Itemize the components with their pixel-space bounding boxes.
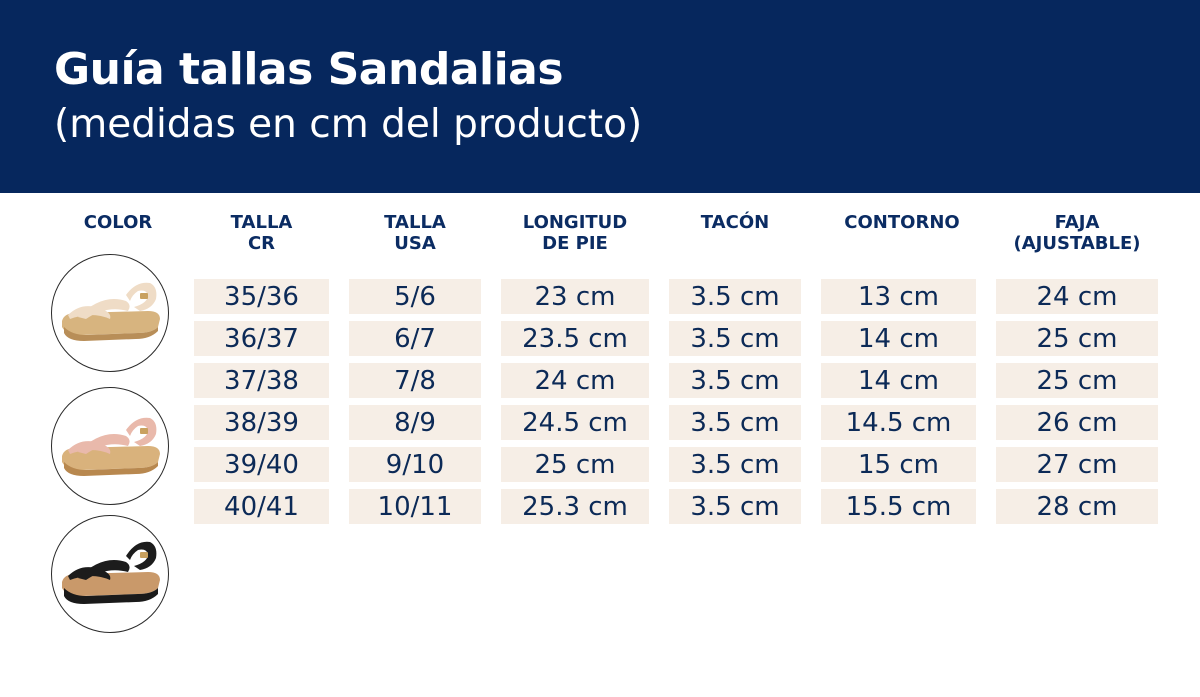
cell-tacon: 3.5 cm [669, 447, 801, 482]
cell-talla-usa: 7/8 [349, 363, 481, 398]
cell-tacon: 3.5 cm [669, 405, 801, 440]
column-header-talla-cr: TALLA CR [230, 212, 293, 254]
column-header-faja-ajustable: FAJA (AJUSTABLE) [1013, 212, 1141, 254]
cell-talla-cr: 38/39 [194, 405, 329, 440]
cell-contorno: 14 cm [821, 321, 976, 356]
cell-faja: 25 cm [996, 321, 1158, 356]
cell-talla-usa: 9/10 [349, 447, 481, 482]
page-subtitle: (medidas en cm del producto) [54, 102, 643, 147]
cell-tacon: 3.5 cm [669, 321, 801, 356]
column-header-longitud-de-pie: LONGITUD DE PIE [522, 212, 628, 254]
cell-faja: 28 cm [996, 489, 1158, 524]
cell-longitud-de-pie: 23.5 cm [501, 321, 649, 356]
cell-talla-usa: 5/6 [349, 279, 481, 314]
column-header-talla-usa: TALLA USA [384, 212, 446, 254]
cell-contorno: 14 cm [821, 363, 976, 398]
cell-talla-cr: 35/36 [194, 279, 329, 314]
cell-longitud-de-pie: 24 cm [501, 363, 649, 398]
black-sandal-icon [51, 515, 169, 633]
column-header-color: COLOR [83, 212, 153, 233]
cell-talla-cr: 40/41 [194, 489, 329, 524]
cell-faja: 25 cm [996, 363, 1158, 398]
cell-talla-cr: 37/38 [194, 363, 329, 398]
cell-longitud-de-pie: 25 cm [501, 447, 649, 482]
cell-contorno: 14.5 cm [821, 405, 976, 440]
column-header-tacon: TACÓN [700, 212, 770, 233]
cell-tacon: 3.5 cm [669, 489, 801, 524]
cell-contorno: 15 cm [821, 447, 976, 482]
cell-tacon: 3.5 cm [669, 279, 801, 314]
cell-contorno: 15.5 cm [821, 489, 976, 524]
column-header-contorno: CONTORNO [844, 212, 960, 233]
cell-talla-usa: 8/9 [349, 405, 481, 440]
cell-longitud-de-pie: 23 cm [501, 279, 649, 314]
cell-talla-cr: 36/37 [194, 321, 329, 356]
cell-talla-usa: 10/11 [349, 489, 481, 524]
cell-tacon: 3.5 cm [669, 363, 801, 398]
beige-sandal-icon [51, 254, 169, 372]
cell-faja: 24 cm [996, 279, 1158, 314]
cell-contorno: 13 cm [821, 279, 976, 314]
header-banner: Guía tallas Sandalias (medidas en cm del… [0, 0, 1200, 193]
cell-talla-usa: 6/7 [349, 321, 481, 356]
cell-longitud-de-pie: 24.5 cm [501, 405, 649, 440]
cell-longitud-de-pie: 25.3 cm [501, 489, 649, 524]
cell-faja: 27 cm [996, 447, 1158, 482]
cell-faja: 26 cm [996, 405, 1158, 440]
cell-talla-cr: 39/40 [194, 447, 329, 482]
pink-sandal-icon [51, 387, 169, 505]
page-title: Guía tallas Sandalias [54, 44, 564, 95]
